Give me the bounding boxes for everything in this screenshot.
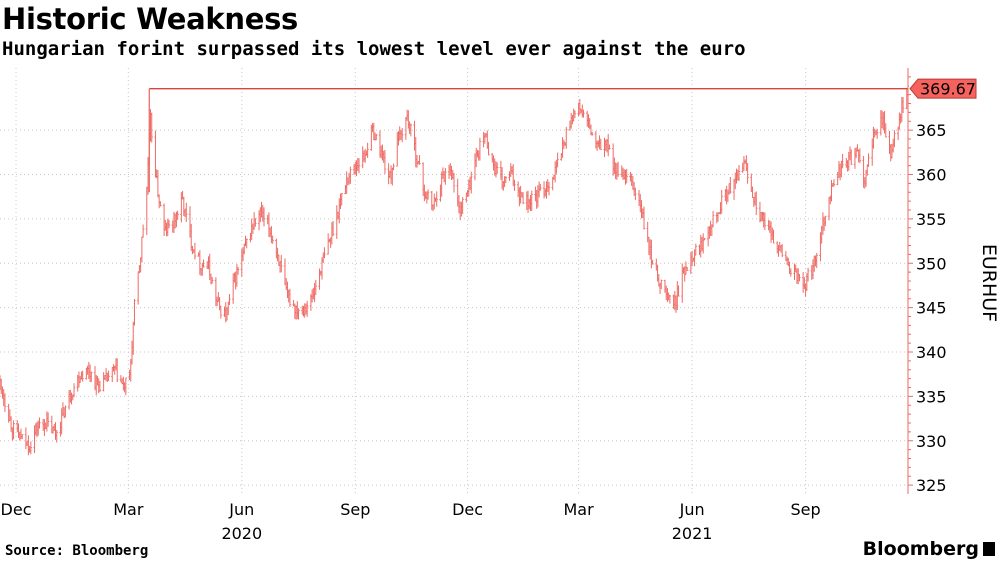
x-tick-label: Sep	[791, 500, 821, 519]
y-tick-label: 325	[916, 476, 947, 495]
x-tick-label: Jun	[679, 500, 705, 519]
x-tick-label: Dec	[452, 500, 483, 519]
y-tick-label: 360	[916, 166, 947, 185]
y-tick-label: 330	[916, 432, 947, 451]
y-tick-label: 335	[916, 387, 947, 406]
y-tick-label: 355	[916, 210, 947, 229]
source-note: Source: Bloomberg	[5, 543, 149, 559]
y-tick-label: 365	[916, 121, 947, 140]
y-tick-label: 345	[916, 299, 947, 318]
brand-text: Bloomberg	[862, 538, 979, 560]
x-tick-label: Jun	[228, 500, 254, 519]
last-value-tag	[909, 78, 977, 99]
grid-lines	[0, 68, 908, 494]
year-label: 2020	[221, 524, 262, 543]
x-tick-label: Sep	[340, 500, 370, 519]
y-tick-label: 350	[916, 254, 947, 273]
chart-subtitle: Hungarian forint surpassed its lowest le…	[2, 38, 746, 60]
axes: 325 330 335 340 345 350 355 360 365 Dec Mar Jun Sep D…	[1, 68, 947, 543]
brand-mark-icon	[983, 542, 995, 556]
chart-title: Historic Weakness	[2, 2, 299, 36]
year-label: 2021	[672, 524, 713, 543]
y-axis-title: EURHUF	[978, 244, 1000, 322]
x-tick-label: Mar	[564, 500, 595, 519]
y-tick-label: 340	[916, 343, 947, 362]
reference-line-group: 369.67	[148, 78, 977, 193]
brand-logo: Bloomberg	[863, 538, 995, 560]
x-tick-label: Dec	[1, 500, 32, 519]
x-tick-label: Mar	[113, 500, 144, 519]
price-bars	[0, 79, 910, 456]
last-value-label: 369.67	[920, 80, 976, 99]
